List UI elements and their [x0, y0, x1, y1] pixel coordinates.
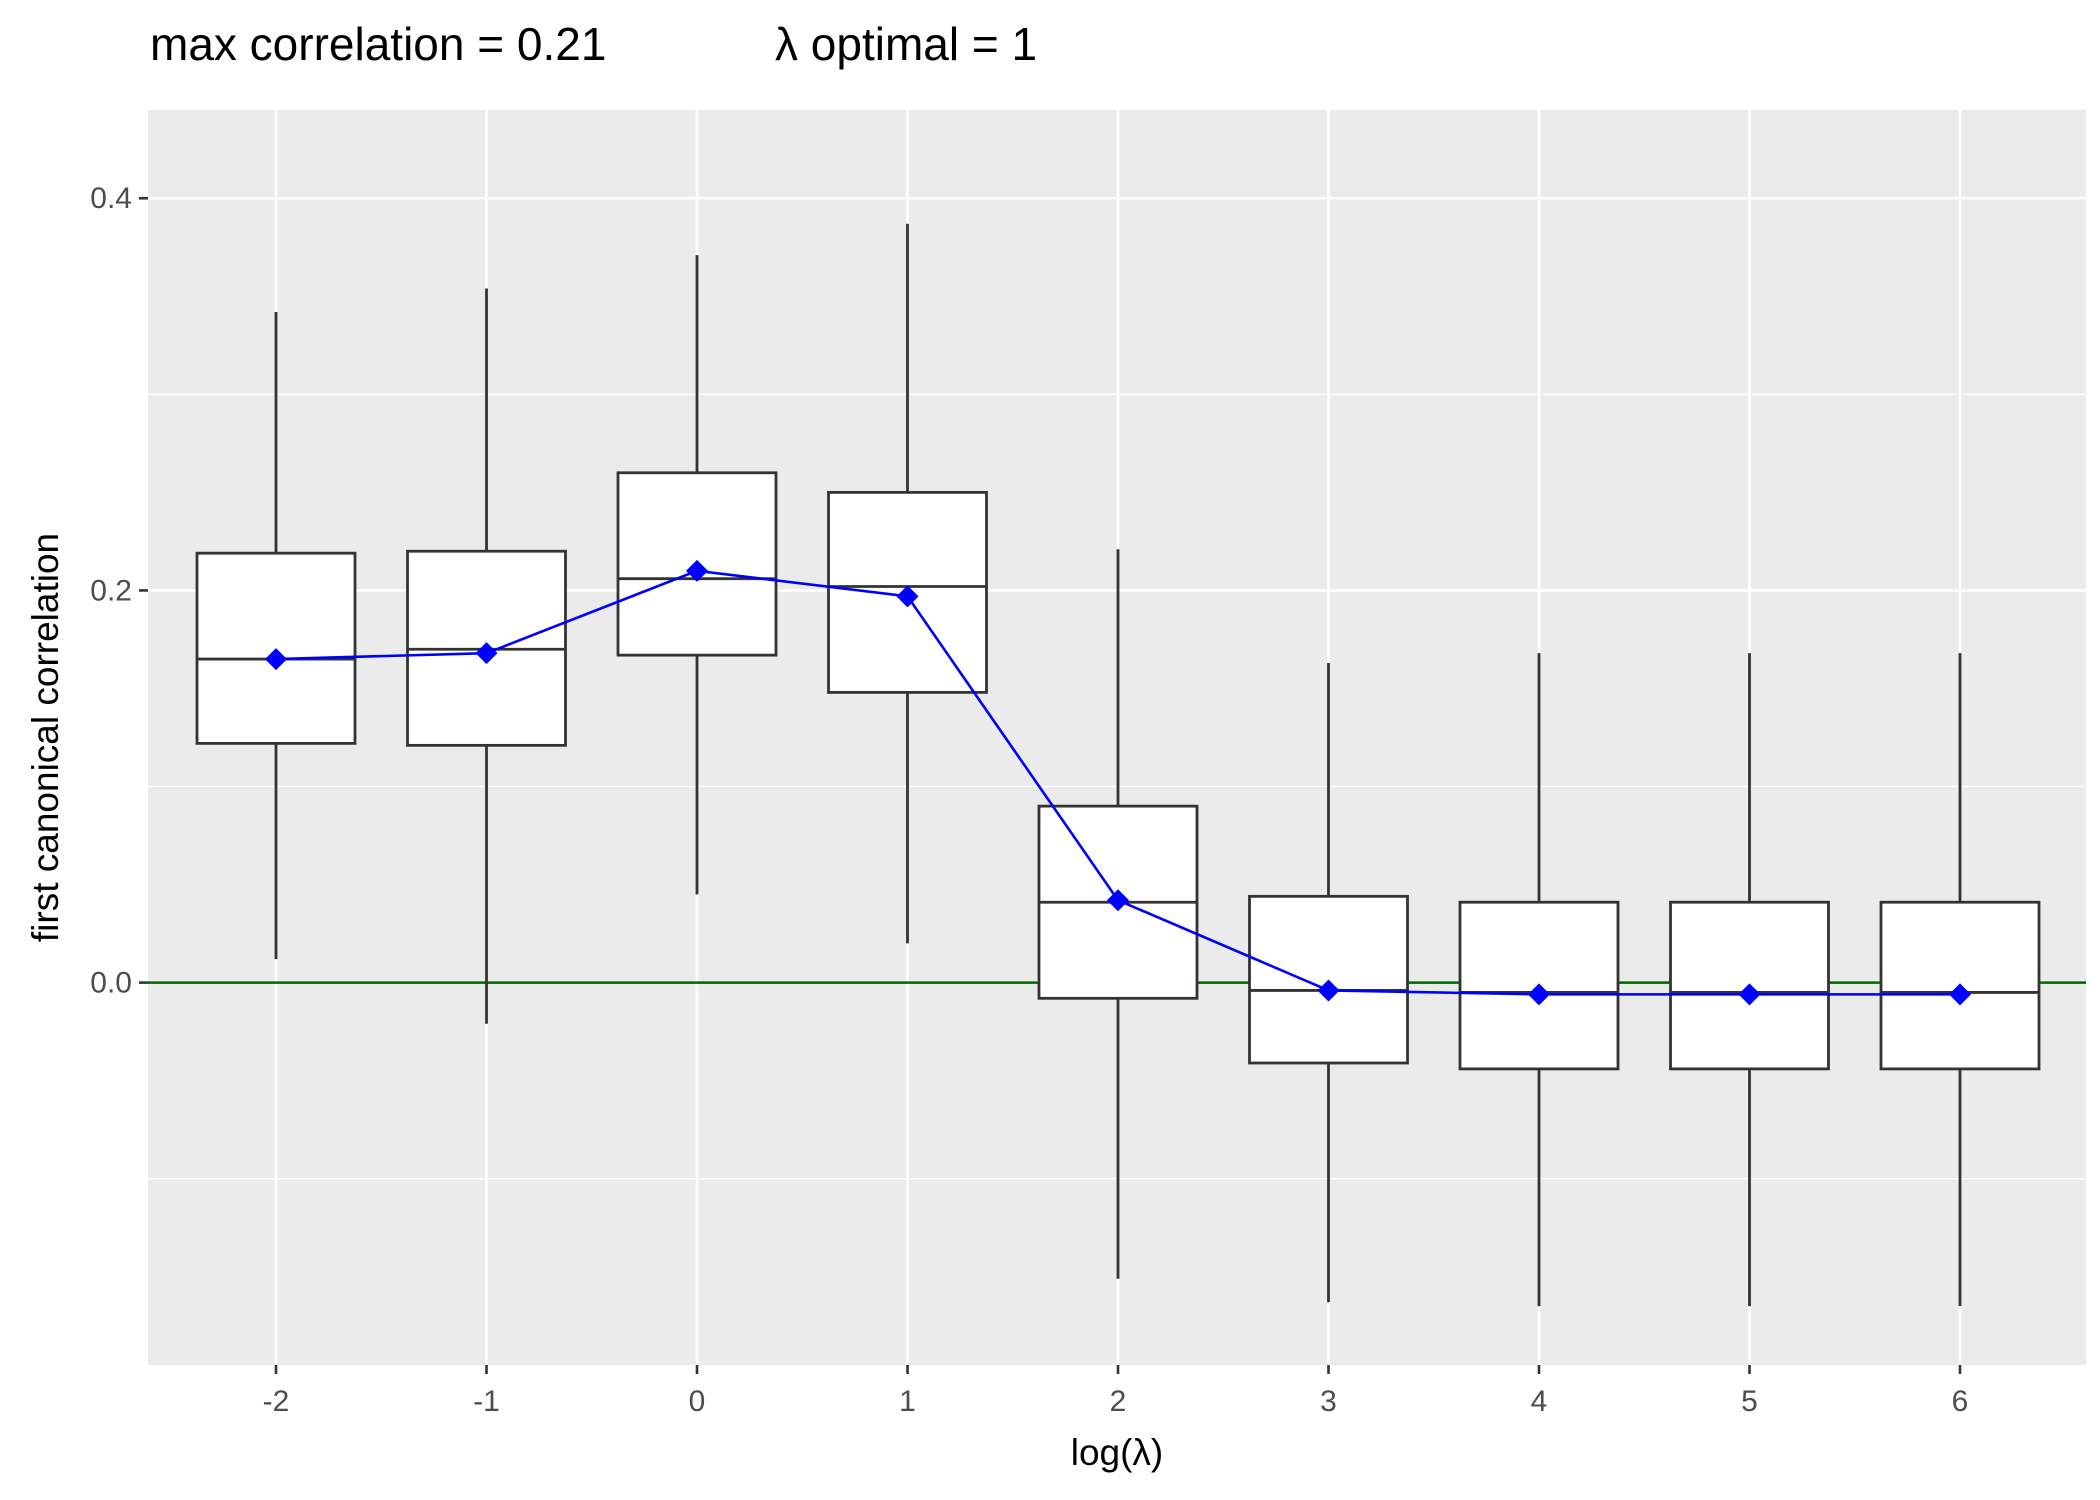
y-tick-label: 0.0	[90, 967, 132, 1000]
mean-series	[265, 559, 1971, 1006]
x-axis: -2 -1 0 1 2 3 4 5 6	[263, 1365, 1969, 1418]
x-tick-label: 1	[899, 1385, 916, 1418]
mean-point--2	[265, 648, 287, 671]
chart-title-max-correlation: max correlation = 0.21	[150, 18, 606, 70]
x-tick-label: -1	[473, 1385, 500, 1418]
x-axis-title: log(λ)	[1071, 1432, 1164, 1473]
y-tick-label: 0.2	[90, 574, 132, 607]
mean-point-3	[1317, 979, 1340, 1002]
mean-point--1	[475, 642, 498, 665]
x-tick-label: 6	[1952, 1385, 1969, 1418]
x-tick-label: 2	[1110, 1385, 1127, 1418]
mean-point-0	[686, 559, 708, 582]
y-tick-label: 0.4	[90, 182, 132, 215]
y-axis-title: first canonical correlation	[25, 533, 66, 942]
mean-point-4	[1528, 983, 1550, 1006]
box-iqr	[1248, 894, 1409, 1065]
x-tick-label: 5	[1741, 1385, 1758, 1418]
boxplot-3	[1248, 662, 1409, 1303]
y-axis: 0.0 0.2 0.4	[90, 182, 148, 1000]
x-tick-label: 4	[1531, 1385, 1548, 1418]
x-tick-label: -2	[263, 1385, 290, 1418]
mean-point-2	[1107, 889, 1129, 912]
chart-title-lambda-optimal: λ optimal = 1	[775, 18, 1037, 70]
mean-point-5	[1738, 983, 1761, 1006]
x-tick-label: 0	[689, 1385, 706, 1418]
x-tick-label: 3	[1320, 1385, 1337, 1418]
mean-point-6	[1949, 983, 1971, 1006]
mean-point-1	[896, 585, 919, 608]
